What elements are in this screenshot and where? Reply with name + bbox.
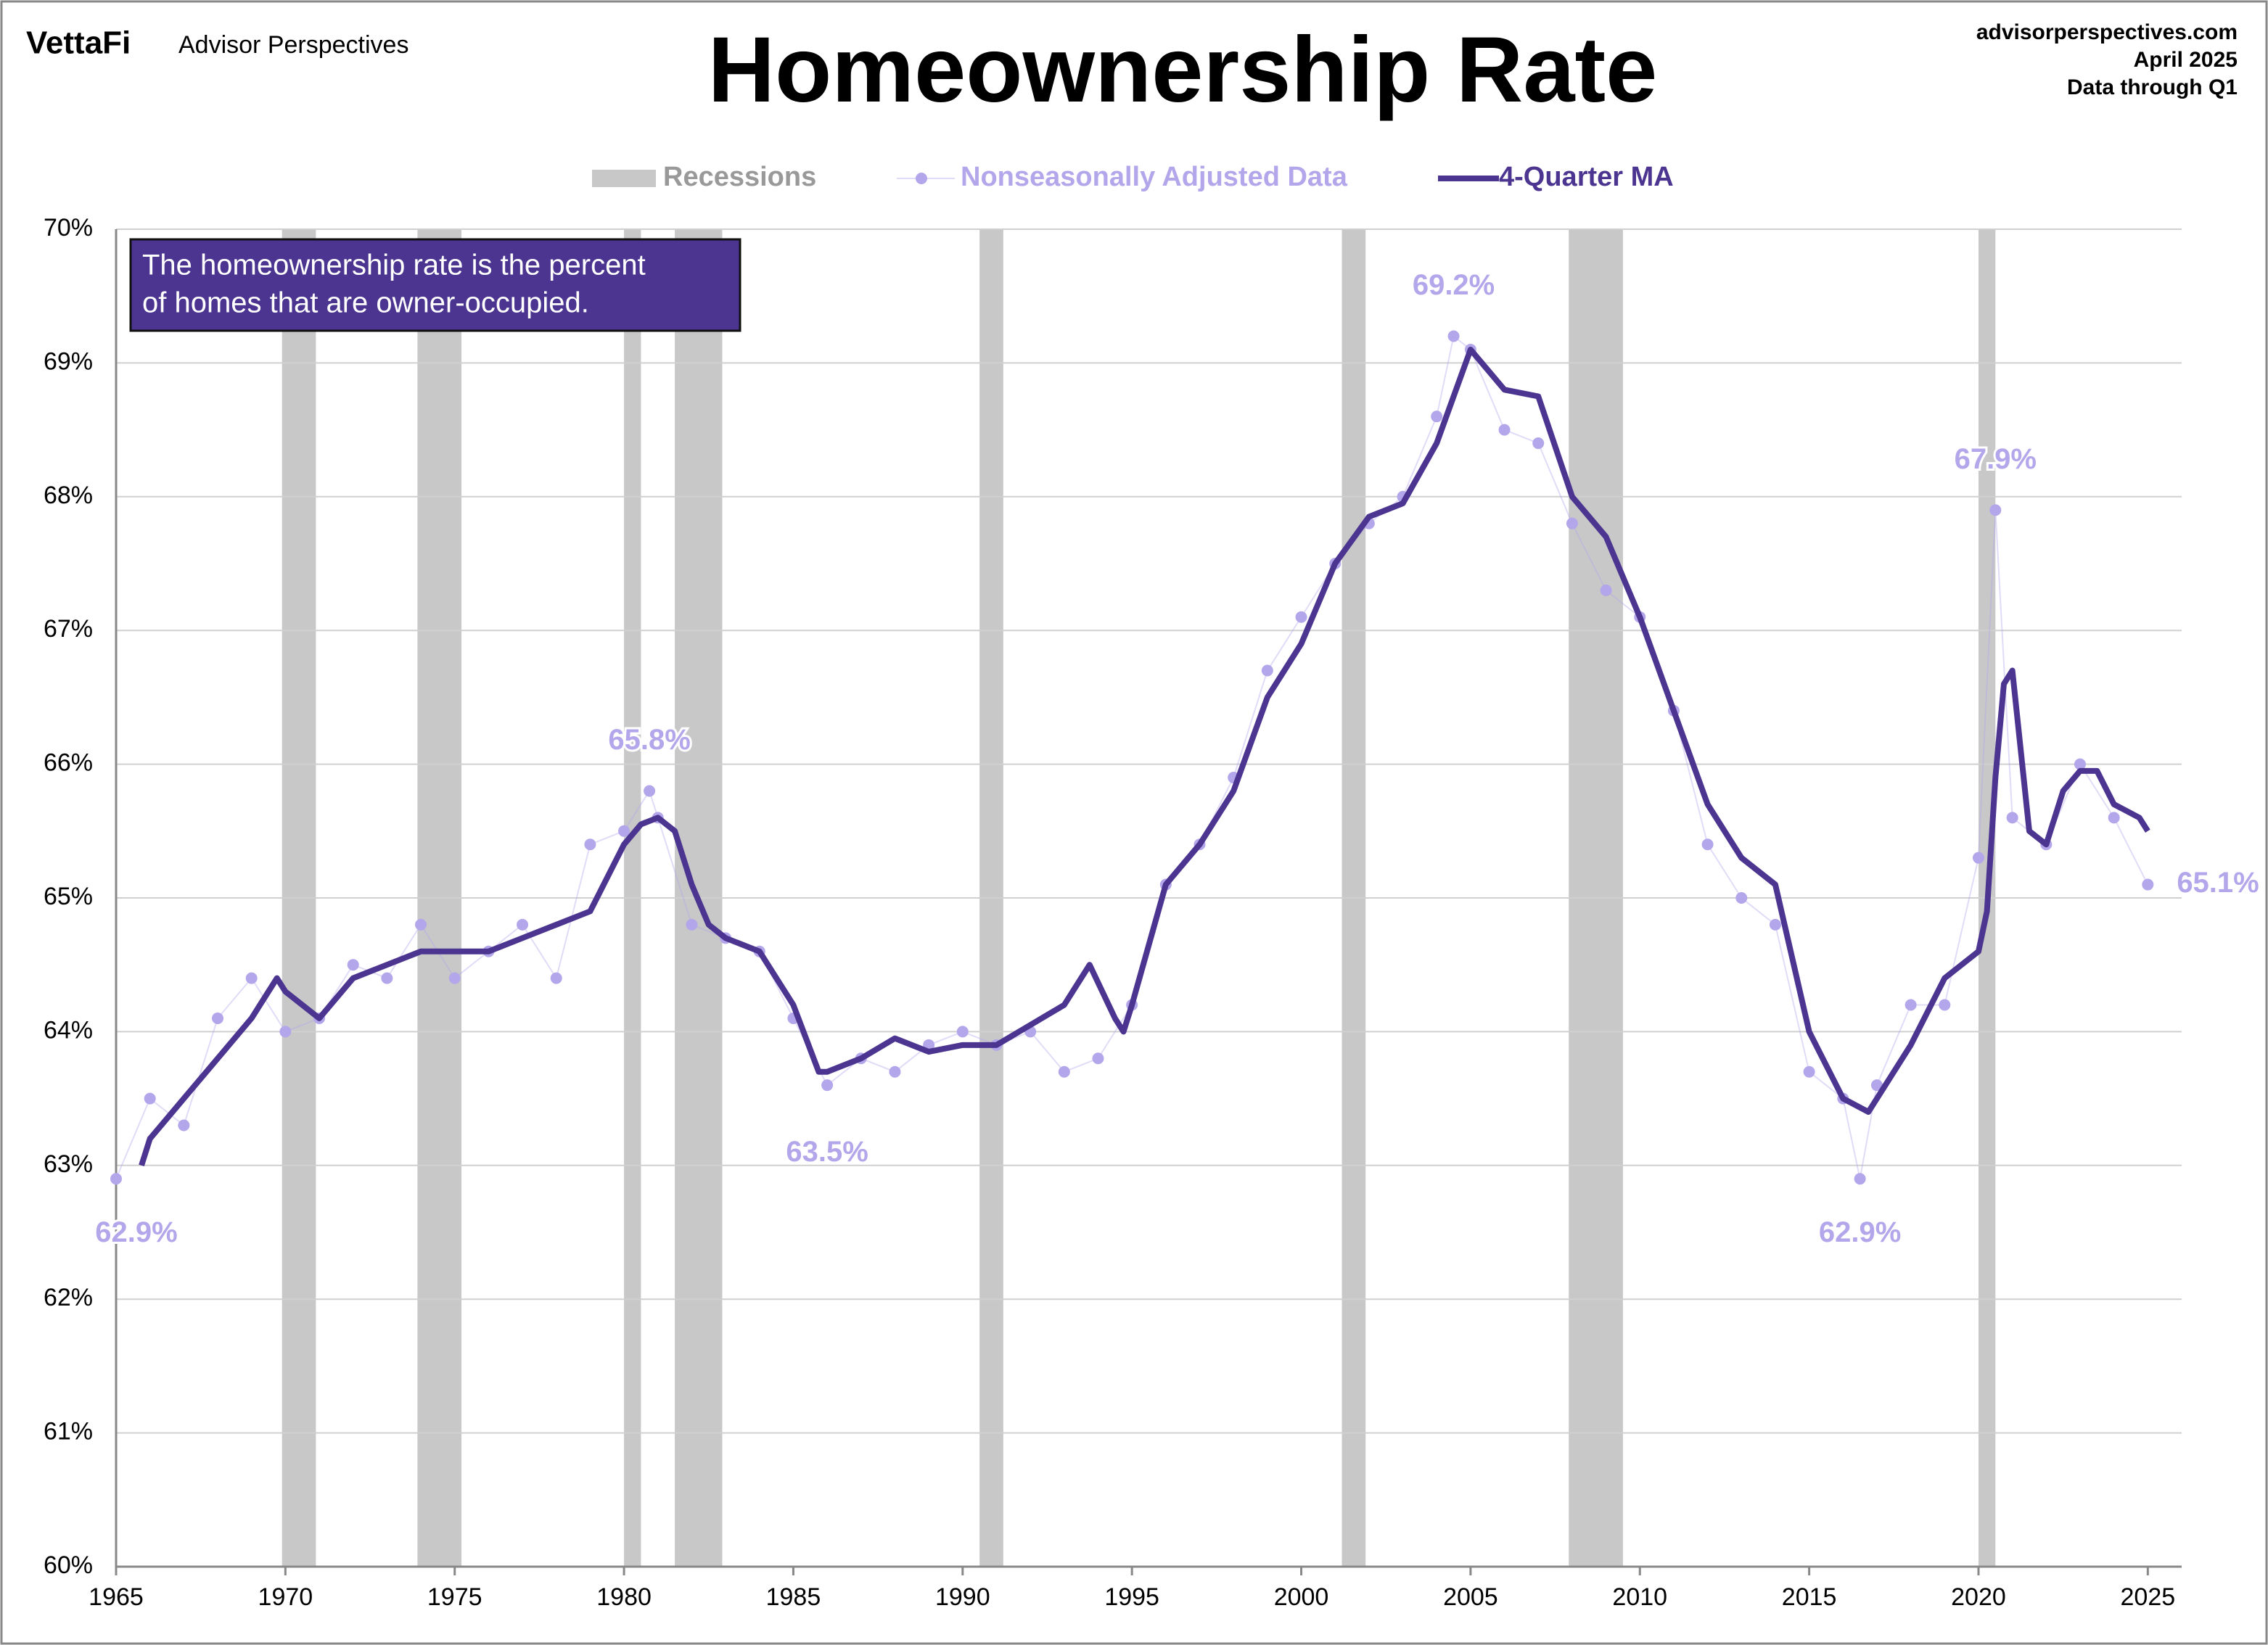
site: advisorperspectives.com	[1976, 20, 2238, 44]
note-text: The homeownership rate is the percent	[142, 250, 646, 281]
x-tick-label: 1990	[935, 1583, 990, 1611]
y-tick-label: 69%	[44, 347, 93, 375]
y-tick-label: 64%	[44, 1016, 93, 1044]
data-point	[1701, 838, 1714, 851]
x-tick-label: 1995	[1104, 1583, 1159, 1611]
data-point	[1735, 892, 1748, 904]
data-point	[381, 972, 393, 984]
x-tick-label: 2015	[1782, 1583, 1837, 1611]
data-point	[347, 959, 359, 971]
data-point	[2142, 878, 2154, 891]
y-tick-label: 68%	[44, 482, 93, 509]
y-tick-label: 67%	[44, 615, 93, 643]
data-point	[1566, 517, 1578, 529]
chart-title: Homeownership Rate	[708, 18, 1658, 122]
data-point	[686, 918, 698, 931]
annotation: 62.9%	[1819, 1216, 1901, 1248]
x-tick-label: 1975	[427, 1583, 482, 1611]
date: April 2025	[2134, 48, 2238, 72]
x-tick-label: 2005	[1443, 1583, 1498, 1611]
data-through: Data through Q1	[2067, 75, 2238, 99]
y-tick-label: 61%	[44, 1418, 93, 1446]
x-tick-label: 1970	[258, 1583, 313, 1611]
data-point	[1092, 1052, 1104, 1065]
data-point	[1600, 584, 1612, 596]
data-point	[1905, 999, 1917, 1011]
data-point	[2074, 758, 2086, 770]
data-point	[245, 972, 258, 984]
x-tick-label: 2020	[1951, 1583, 2006, 1611]
legend-label: Nonseasonally Adjusted Data	[961, 162, 1348, 192]
data-point	[1972, 852, 1984, 864]
data-point	[1803, 1065, 1815, 1078]
legend-swatch	[592, 170, 656, 187]
x-tick-label: 1980	[596, 1583, 652, 1611]
data-point	[2006, 812, 2018, 824]
x-tick-label: 2000	[1274, 1583, 1329, 1611]
brand: VettaFi	[26, 25, 131, 61]
data-point	[618, 825, 630, 837]
data-point	[212, 1012, 224, 1024]
data-point	[110, 1173, 122, 1185]
note-text: of homes that are owner-occupied.	[142, 287, 589, 319]
data-point	[144, 1092, 156, 1105]
data-point	[889, 1065, 901, 1078]
legend-swatch	[916, 173, 927, 184]
y-tick-label: 60%	[44, 1551, 93, 1579]
annotation: 63.5%	[786, 1136, 868, 1168]
data-point	[550, 972, 562, 984]
data-point	[821, 1079, 834, 1092]
data-point	[1532, 437, 1545, 450]
data-point	[956, 1026, 969, 1038]
annotation: 67.9%	[1955, 443, 2037, 475]
y-tick-label: 63%	[44, 1150, 93, 1178]
y-tick-label: 66%	[44, 749, 93, 777]
data-point	[2108, 812, 2120, 824]
annotation: 62.9%	[95, 1216, 177, 1248]
data-point	[584, 838, 596, 851]
y-tick-label: 65%	[44, 883, 93, 910]
data-point	[178, 1119, 190, 1131]
x-tick-label: 2025	[2121, 1583, 2176, 1611]
data-point	[1295, 611, 1307, 623]
data-point	[1870, 1079, 1883, 1092]
data-point	[415, 918, 427, 931]
data-point	[1261, 664, 1273, 677]
data-point	[1939, 999, 1951, 1011]
data-point	[448, 972, 461, 984]
x-tick-label: 1965	[89, 1583, 144, 1611]
data-point	[1058, 1065, 1070, 1078]
data-point	[1989, 504, 2002, 516]
y-tick-label: 62%	[44, 1284, 93, 1311]
series-line	[139, 346, 2150, 1167]
annotation: 65.8%	[608, 724, 690, 756]
y-tick-label: 70%	[44, 214, 93, 242]
data-point	[1431, 411, 1443, 423]
data-point	[644, 785, 656, 797]
data-point	[1769, 918, 1781, 931]
x-tick-label: 2010	[1612, 1583, 1667, 1611]
data-point	[517, 918, 529, 931]
legend-label: 4-Quarter MA	[1499, 162, 1674, 192]
publisher: Advisor Perspectives	[178, 31, 408, 59]
data-point	[1447, 330, 1460, 342]
data-point	[1854, 1173, 1866, 1185]
data-point	[1498, 424, 1511, 436]
x-tick-label: 1985	[766, 1583, 821, 1611]
data-point	[279, 1026, 292, 1038]
annotation: 65.1%	[2177, 867, 2259, 899]
annotation: 69.2%	[1413, 269, 1495, 301]
note-box	[129, 238, 741, 332]
legend-label: Recessions	[663, 162, 816, 192]
